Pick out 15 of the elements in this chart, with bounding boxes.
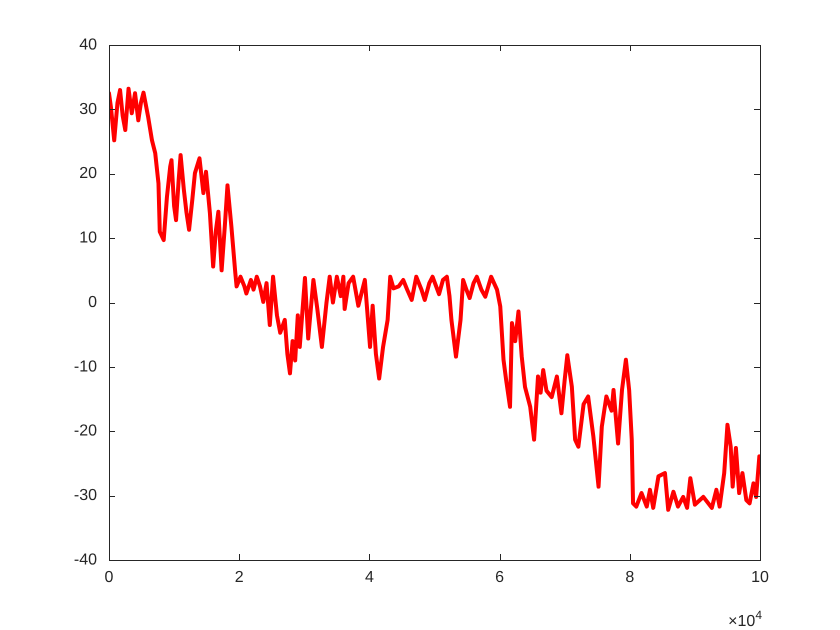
y-tick-label: 30 xyxy=(79,100,98,118)
x-tick-label: 6 xyxy=(495,569,504,586)
y-tick-label: 10 xyxy=(79,230,98,247)
y-tick-label: -40 xyxy=(74,551,98,568)
y-tick-label: 40 xyxy=(79,36,98,54)
x-tick-label: 2 xyxy=(234,569,244,586)
x-tick-label: 8 xyxy=(625,569,634,586)
x-tick-label: 0 xyxy=(104,569,114,586)
x-tick-label: 4 xyxy=(364,569,374,586)
x-tick-label: 10 xyxy=(751,569,769,586)
y-tick-label: -20 xyxy=(74,422,98,440)
y-tick-label: 0 xyxy=(88,294,98,311)
y-tick-label: 20 xyxy=(79,165,98,182)
y-tick-label: -10 xyxy=(74,358,98,376)
y-tick-label: -30 xyxy=(74,487,98,504)
